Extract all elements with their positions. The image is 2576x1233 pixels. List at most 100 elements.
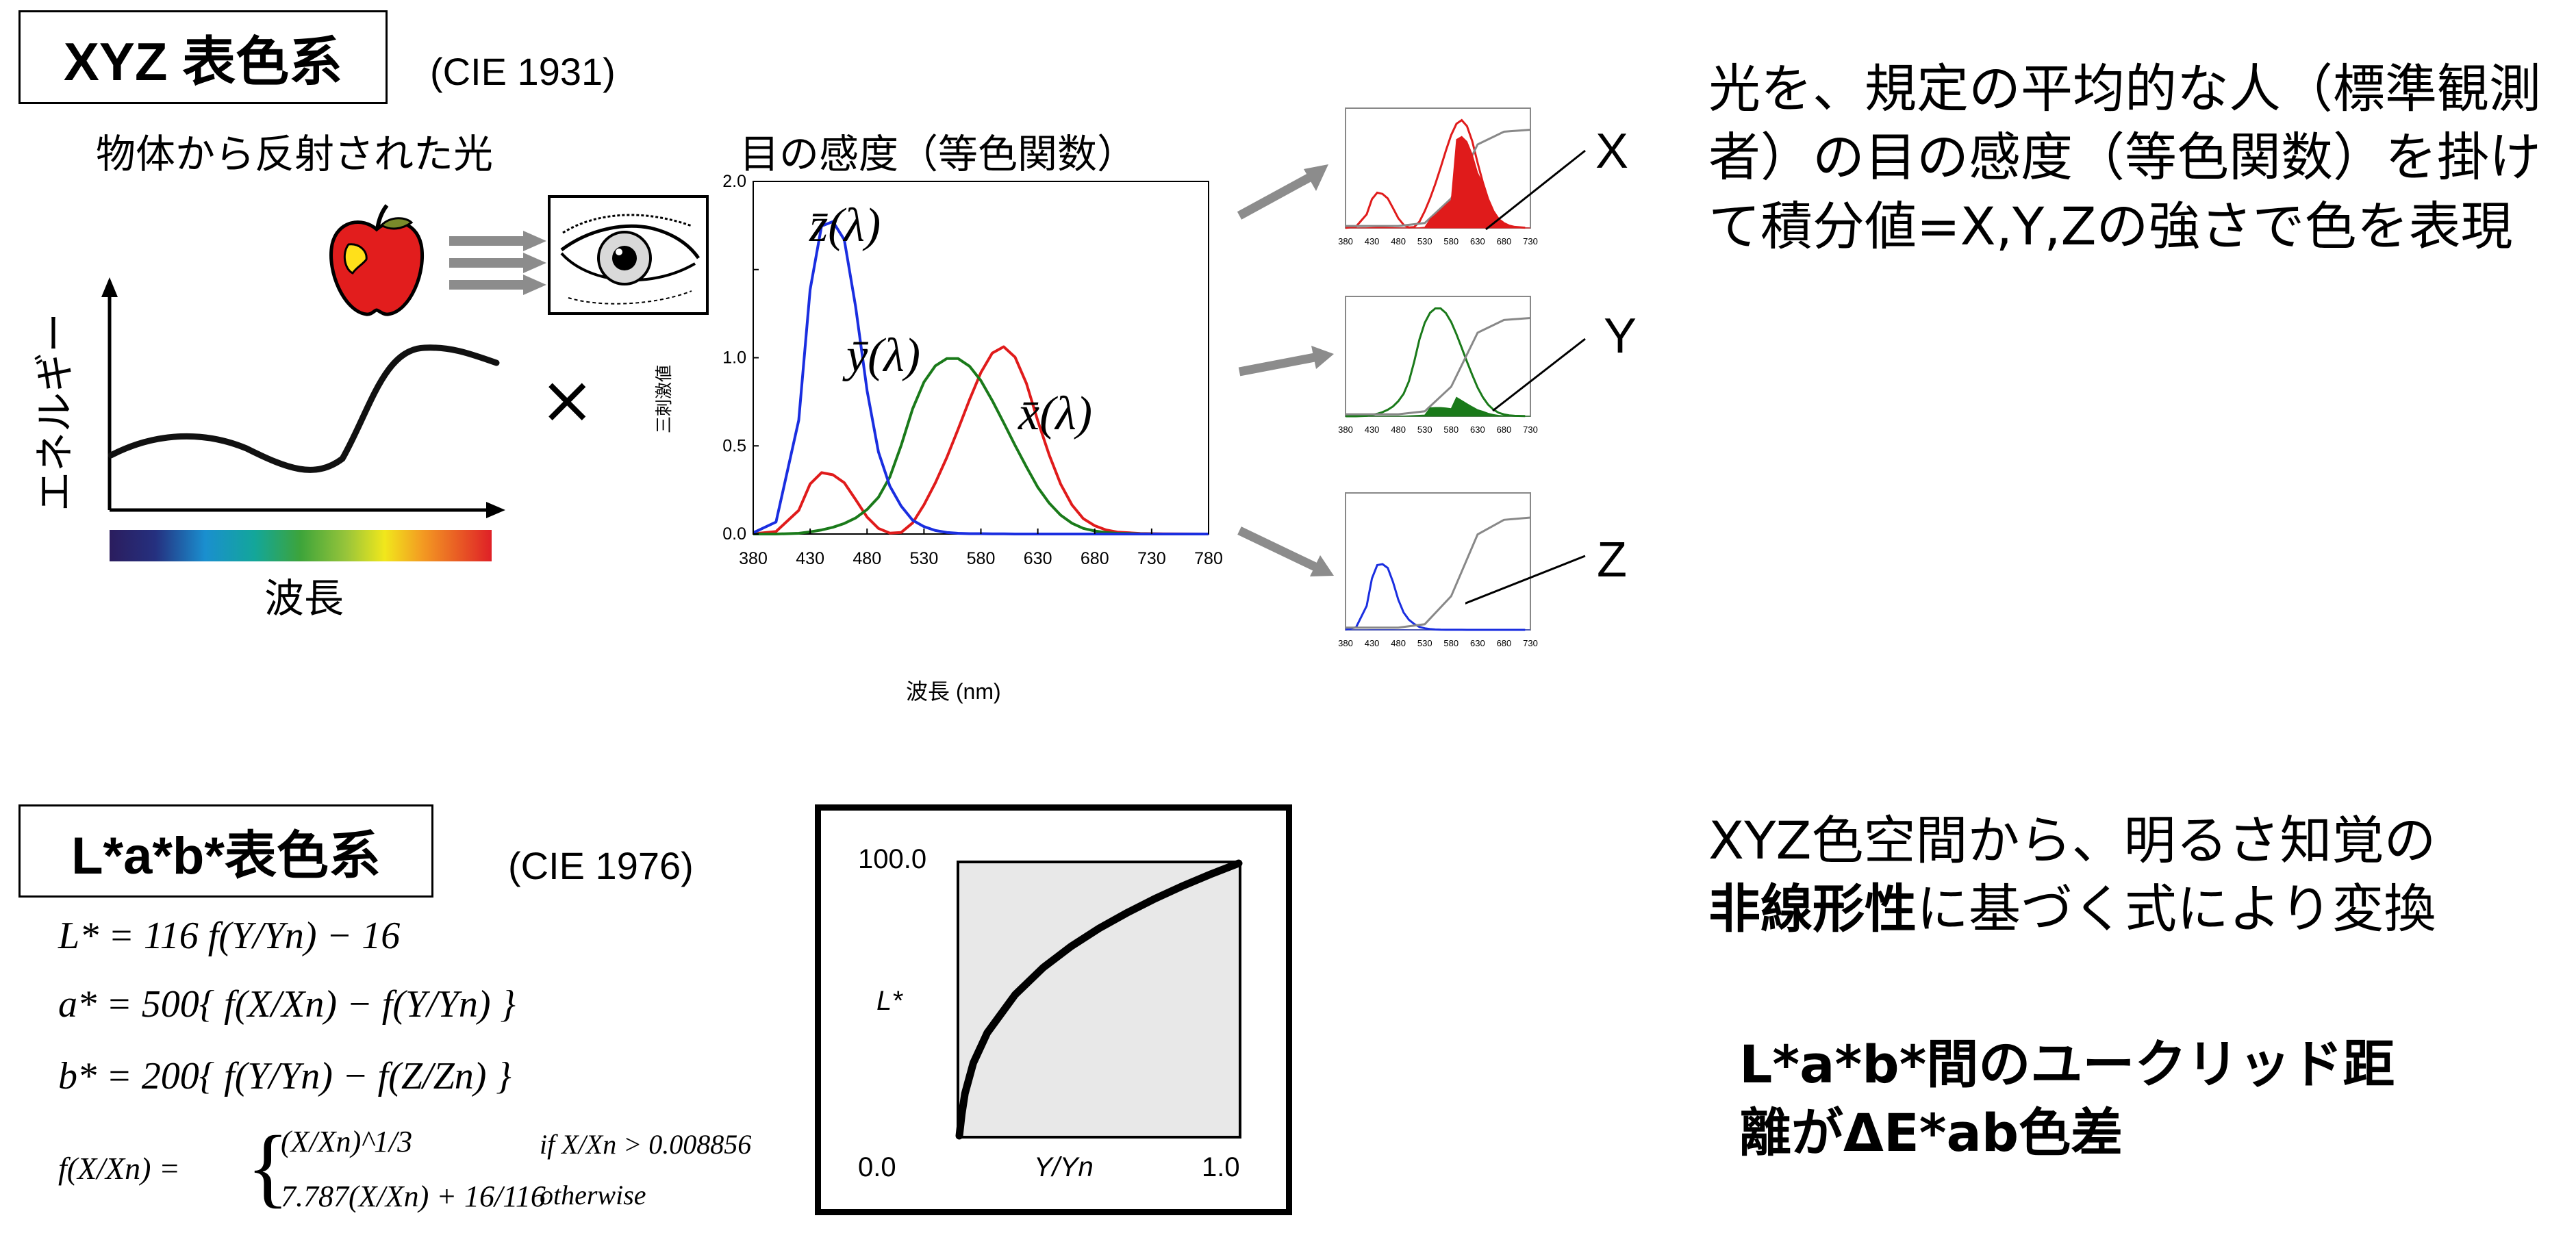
mini-chart-y: 380 430 480 530 580 630 680 730	[1339, 296, 1538, 435]
mini-z-tick-label: 380	[1339, 638, 1353, 648]
cmf-ylabel: 三刺激値	[654, 365, 674, 434]
xyz-description: 光を、規定の平均的な人（標準観測者）の目の感度（等色関数）を掛けて積分値=X,Y…	[1708, 58, 2541, 257]
cmf-x-tick-label: 630	[1024, 549, 1052, 568]
output-arrows-icon	[1237, 164, 1334, 576]
reflected-light-label: 物体から反射された光	[96, 131, 494, 177]
cmf-xlabel: 波長 (nm)	[906, 679, 1001, 704]
color-matching-chart: 380 430 480 530 580 630 680 730 780 0.0 0.5 1.0 2.0	[722, 175, 1223, 568]
light-arrows-icon	[449, 231, 546, 295]
mini-x-tick-label: 380	[1339, 236, 1353, 246]
formula-l: L* = 116 f(Y/Yn) − 16	[58, 915, 401, 957]
formula-f-case1-cond: if X/Xn > 0.008856	[540, 1129, 752, 1160]
mini-x-light-curve	[1346, 129, 1531, 227]
output-z-label: Z	[1597, 533, 1627, 587]
xyz-cie-label: (CIE 1931)	[430, 50, 616, 93]
mini-x-tick-label: 530	[1417, 236, 1432, 246]
mini-z-tick-label: 430	[1365, 638, 1380, 648]
mini-z-tick-label: 530	[1417, 638, 1432, 648]
cmf-series-x	[753, 345, 1209, 535]
cmf-y-tick-label: 0.0	[722, 524, 746, 544]
cmf-x-tick-label: 480	[853, 549, 881, 568]
mini-x-plot-area	[1345, 107, 1531, 229]
output-x-label: X	[1595, 124, 1629, 179]
mini-y-tick-label: 630	[1470, 424, 1485, 435]
lab-desc1-bold: 非線形性	[1708, 878, 1917, 940]
energy-axis-label: エネルギー	[31, 312, 78, 511]
z-curve-label: z̄(λ)	[809, 199, 881, 252]
spectrum-energy-graph	[101, 277, 505, 561]
multiply-sign: ×	[540, 361, 595, 438]
mini-y-product-area	[1346, 396, 1530, 417]
leader-lines	[1465, 149, 1586, 605]
lstar-y-bottom: 0.0	[858, 1152, 896, 1182]
mini-chart-z: 380 430 480 530 580 630 680 730	[1339, 492, 1538, 648]
formula-a: a* = 500{ f(X/Xn) − f(Y/Yn) }	[58, 983, 516, 1026]
xyz-title-box: XYZ 表色系	[18, 10, 388, 104]
mini-z-plot-area	[1345, 492, 1531, 631]
cmf-x-tick-label: 530	[910, 549, 939, 568]
visible-spectrum-bar	[110, 530, 492, 561]
mini-x-tick-label: 430	[1365, 236, 1380, 246]
mini-z-tick-label: 730	[1523, 638, 1538, 648]
mini-x-tick-label: 680	[1497, 236, 1512, 246]
mini-x-tick-label: 580	[1443, 236, 1459, 246]
cmf-y-tick-label: 0.5	[722, 436, 746, 455]
lab-title-box: L*a*b*表色系	[18, 804, 433, 898]
mini-y-light-curve	[1346, 317, 1531, 416]
energy-axis-arrow-icon	[101, 277, 118, 297]
mini-chart-x: 380 430 480 530 580 630 680 730	[1339, 107, 1538, 246]
xyz-title: XYZ 表色系	[63, 31, 343, 92]
mini-y-tick-label: 480	[1391, 424, 1406, 435]
mini-z-tick-label: 680	[1497, 638, 1512, 648]
lab-desc1-plain: XYZ色空間から、明るさ知覚の	[1708, 810, 2436, 871]
formula-b: b* = 200{ f(Y/Yn) − f(Z/Zn) }	[58, 1055, 512, 1097]
lstar-ylabel: L*	[876, 986, 902, 1016]
lab-description-2: L*a*b*間のユークリッド距離がΔE*ab色差	[1739, 1034, 2395, 1164]
cmf-y-tick-label: 1.0	[722, 348, 746, 368]
mini-y-tick-label: 580	[1443, 424, 1459, 435]
cmf-x-tick-label: 730	[1137, 549, 1166, 568]
x-curve-label: x̄(λ)	[1018, 387, 1093, 440]
formula-f-lhs: f(X/Xn) =	[58, 1151, 180, 1186]
mini-y-tick-label: 380	[1339, 424, 1353, 435]
mini-y-plot-area	[1345, 296, 1531, 417]
sensitivity-title: 目の感度（等色関数）	[740, 131, 1137, 177]
mini-y-tick-label: 530	[1417, 424, 1432, 435]
lstar-y-top: 100.0	[858, 844, 927, 874]
y-curve-label: ȳ(λ)	[846, 329, 921, 382]
lstar-xlabel: Y/Yn	[1034, 1152, 1094, 1182]
mini-y-sensitivity-curve	[1346, 307, 1526, 418]
mini-y-tick-label: 730	[1523, 424, 1538, 435]
formula-f-case2: 7.787(X/Xn) + 16/116	[281, 1180, 546, 1213]
cmf-x-tick-label: 780	[1194, 549, 1223, 568]
eye-icon	[548, 195, 709, 315]
mini-z-tick-label: 580	[1443, 638, 1459, 648]
lab-cie-label: (CIE 1976)	[508, 844, 694, 887]
cmf-x-tick-label: 380	[739, 549, 768, 568]
lstar-x-right: 1.0	[1202, 1152, 1240, 1182]
formula-f-case1: (X/Xn)^1/3	[281, 1125, 413, 1158]
cmf-x-tick-label: 580	[967, 549, 996, 568]
cmf-series-y	[753, 357, 1209, 535]
mini-z-tick-label: 480	[1391, 638, 1406, 648]
lightness-chart	[955, 859, 1243, 1140]
mini-x-product-area	[1346, 136, 1531, 229]
mini-x-tick-label: 730	[1523, 236, 1538, 246]
mini-y-tick-label: 680	[1497, 424, 1512, 435]
lab-title: L*a*b*表色系	[71, 827, 381, 885]
formula-f-brace: {	[247, 1118, 290, 1217]
cmf-series-z	[753, 220, 1209, 535]
cmf-y-tick-label: 2.0	[722, 175, 746, 191]
apple-icon	[329, 204, 424, 316]
lab-description-1: XYZ色空間から、明るさ知覚の 非線形性に基づく式により変換	[1708, 806, 2436, 944]
mini-z-light-curve	[1346, 516, 1531, 629]
cmf-x-tick-label: 430	[796, 549, 824, 568]
mini-y-tick-label: 430	[1365, 424, 1380, 435]
output-y-label: Y	[1604, 309, 1637, 364]
cmf-x-tick-label: 680	[1081, 549, 1109, 568]
formula-f-case2-cond: otherwise	[540, 1180, 646, 1210]
mini-z-tick-label: 630	[1470, 638, 1485, 648]
mini-x-tick-label: 480	[1391, 236, 1406, 246]
lab-desc1-rest: に基づく式により変換	[1917, 878, 2436, 940]
wavelength-axis-arrow-icon	[486, 502, 505, 518]
